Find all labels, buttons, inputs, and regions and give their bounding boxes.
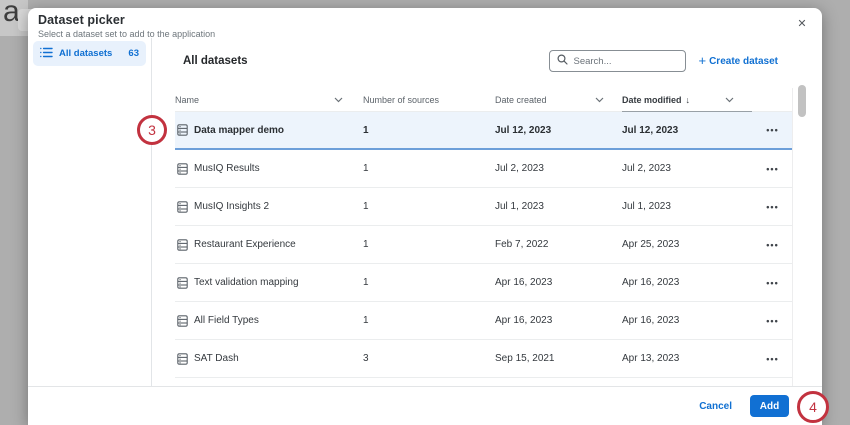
row-menu-icon[interactable]: ••• [766, 125, 779, 135]
dataset-icon [177, 124, 188, 136]
content-panel: All datasets + Create dataset [152, 38, 822, 386]
search-box[interactable] [549, 50, 687, 72]
dataset-date-created: Feb 7, 2022 [495, 239, 549, 250]
background-letter: a [3, 0, 20, 28]
dataset-icon [177, 352, 188, 365]
table-scrollbar-thumb[interactable] [798, 85, 806, 117]
dataset-icon [177, 238, 188, 251]
dataset-sources: 1 [363, 163, 369, 174]
table-row[interactable]: SAT Dash 3 Sep 15, 2021 Apr 13, 2023 ••• [175, 340, 792, 378]
dataset-date-created: Jul 12, 2023 [495, 124, 552, 136]
annotation-circle-4: 4 [797, 391, 829, 423]
dataset-name: Text validation mapping [194, 277, 299, 288]
dataset-name-cell: Data mapper demo [175, 124, 363, 136]
column-header-date-modified[interactable]: Date modified ↓ [622, 89, 752, 112]
table-body: Data mapper demo 1 Jul 12, 2023 Jul 12, … [175, 112, 792, 378]
close-icon[interactable]: ✕ [794, 16, 810, 32]
row-menu-icon[interactable]: ••• [766, 163, 779, 174]
modal-body: All datasets 63 All datasets + [28, 38, 822, 386]
search-icon [557, 52, 569, 70]
content-heading: All datasets [183, 55, 248, 67]
row-menu-icon[interactable]: ••• [766, 239, 779, 250]
dataset-sources: 1 [363, 277, 369, 288]
dataset-sources: 1 [363, 315, 369, 326]
table-row[interactable]: MusIQ Results 1 Jul 2, 2023 Jul 2, 2023 … [175, 150, 792, 188]
cancel-button[interactable]: Cancel [699, 400, 732, 412]
dataset-icon [177, 276, 188, 289]
modal-footer: Cancel Add [28, 386, 822, 425]
modal-subtitle: Select a dataset set to add to the appli… [38, 29, 216, 39]
dataset-name: MusIQ Results [194, 163, 260, 174]
table-row[interactable]: Text validation mapping 1 Apr 16, 2023 A… [175, 264, 792, 302]
modal-title: Dataset picker [38, 13, 125, 27]
dataset-name-cell: Text validation mapping [175, 276, 363, 289]
dataset-name: MusIQ Insights 2 [194, 201, 270, 212]
dataset-name-cell: MusIQ Results [175, 162, 363, 175]
table-row[interactable]: Data mapper demo 1 Jul 12, 2023 Jul 12, … [175, 112, 792, 150]
dataset-icon [177, 200, 188, 213]
add-button[interactable]: Add [750, 395, 789, 417]
column-label: Date modified [622, 94, 682, 105]
dataset-name: All Field Types [194, 315, 259, 326]
dataset-date-modified: Apr 25, 2023 [622, 239, 680, 250]
sort-descending-icon: ↓ [685, 94, 691, 105]
dataset-sources: 1 [363, 124, 369, 136]
dataset-date-created: Jul 1, 2023 [495, 201, 544, 212]
column-header-actions [752, 88, 793, 111]
dataset-sources: 1 [363, 239, 369, 250]
dataset-name: SAT Dash [194, 353, 239, 364]
row-menu-icon[interactable]: ••• [766, 353, 779, 364]
chevron-down-icon[interactable] [725, 97, 734, 103]
dataset-date-modified: Jul 1, 2023 [622, 201, 671, 212]
dataset-name-cell: SAT Dash [175, 352, 363, 365]
dataset-date-modified: Jul 2, 2023 [622, 163, 671, 174]
sidebar: All datasets 63 [28, 38, 152, 386]
dataset-picker-modal: Dataset picker Select a dataset set to a… [28, 8, 822, 425]
modal-header: Dataset picker Select a dataset set to a… [28, 8, 822, 39]
column-header-sources[interactable]: Number of sources [363, 88, 495, 111]
dataset-date-modified: Apr 16, 2023 [622, 277, 680, 288]
dataset-date-created: Apr 16, 2023 [495, 315, 553, 326]
table-header-row: Name Number of sources Date created [175, 88, 792, 112]
content-topbar: All datasets + Create dataset [175, 50, 822, 72]
annotation-circle-3: 3 [137, 115, 167, 145]
dataset-date-modified: Jul 12, 2023 [622, 124, 679, 136]
dataset-name-cell: Restaurant Experience [175, 238, 363, 251]
dataset-date-created: Apr 16, 2023 [495, 277, 553, 288]
sidebar-item-label: All datasets [59, 48, 113, 59]
list-icon [40, 45, 53, 63]
column-header-date-created[interactable]: Date created [495, 88, 622, 111]
sidebar-item-all-datasets[interactable]: All datasets 63 [33, 41, 146, 66]
row-menu-icon[interactable]: ••• [766, 315, 779, 326]
create-dataset-label: Create dataset [709, 55, 778, 67]
column-label: Date created [495, 94, 547, 105]
dataset-name-cell: MusIQ Insights 2 [175, 200, 363, 213]
dataset-sources: 1 [363, 201, 369, 212]
table-row[interactable]: Restaurant Experience 1 Feb 7, 2022 Apr … [175, 226, 792, 264]
dataset-date-modified: Apr 16, 2023 [622, 315, 680, 326]
column-label: Name [175, 94, 200, 105]
table-row[interactable]: All Field Types 1 Apr 16, 2023 Apr 16, 2… [175, 302, 792, 340]
chevron-down-icon[interactable] [334, 97, 343, 103]
table-row[interactable]: MusIQ Insights 2 1 Jul 1, 2023 Jul 1, 20… [175, 188, 792, 226]
datasets-table: Name Number of sources Date created [175, 88, 793, 386]
dataset-date-created: Sep 15, 2021 [495, 353, 555, 364]
column-header-name[interactable]: Name [175, 88, 363, 111]
dataset-name: Data mapper demo [194, 124, 285, 136]
dataset-name: Restaurant Experience [194, 239, 296, 250]
dataset-date-created: Jul 2, 2023 [495, 163, 544, 174]
dataset-icon [177, 162, 188, 175]
plus-icon: + [698, 53, 707, 68]
chevron-down-icon[interactable] [595, 97, 604, 103]
dataset-icon [177, 314, 188, 327]
create-dataset-button[interactable]: + Create dataset [698, 53, 778, 68]
sidebar-item-count: 63 [128, 48, 139, 59]
column-label: Number of sources [363, 94, 440, 105]
row-menu-icon[interactable]: ••• [766, 201, 779, 212]
dataset-name-cell: All Field Types [175, 314, 363, 327]
row-menu-icon[interactable]: ••• [766, 277, 779, 288]
dataset-date-modified: Apr 13, 2023 [622, 353, 680, 364]
dataset-sources: 3 [363, 353, 369, 364]
search-input[interactable] [573, 55, 679, 67]
